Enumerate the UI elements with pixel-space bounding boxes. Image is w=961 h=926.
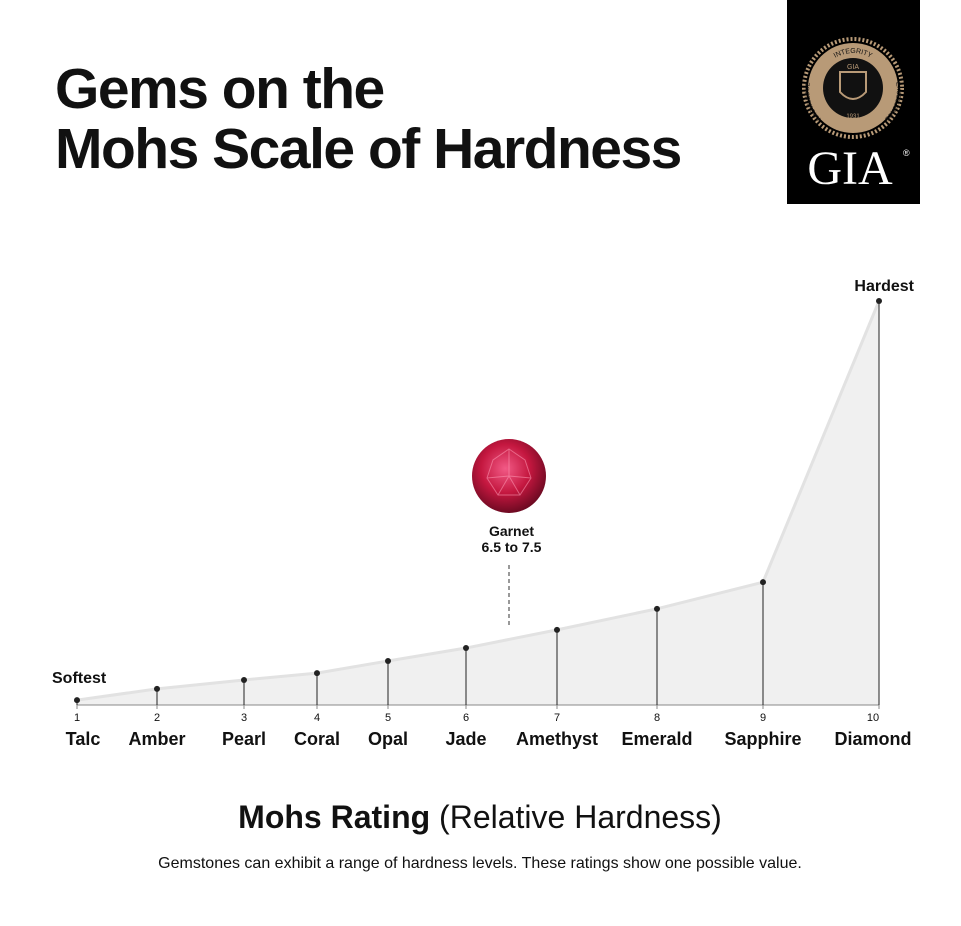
category-label: Jade: [445, 729, 486, 749]
point: [876, 298, 882, 304]
category-label: Pearl: [222, 729, 266, 749]
x-tick-label: 10: [867, 712, 879, 724]
category-label: Sapphire: [724, 729, 801, 749]
point: [760, 579, 766, 586]
annotation-range: 6.5 to 7.5: [482, 539, 542, 555]
emblem-text: INTEGRITY: [833, 48, 874, 60]
gia-logo: INTEGRITY KNOWLEDGE EXCELLENCE GIA 1931 …: [787, 0, 920, 204]
logo-mark: ®: [903, 148, 910, 158]
garnet-gem: [472, 439, 546, 513]
area-line: [76, 300, 881, 702]
x-tick-label: 2: [154, 712, 160, 724]
point: [654, 605, 660, 612]
x-axis-title-main: Mohs Rating: [238, 799, 430, 835]
emblem-text: GIA: [847, 64, 859, 71]
point: [554, 626, 560, 633]
x-tick-label: 5: [385, 712, 391, 724]
point: [385, 657, 391, 664]
category-label: Diamond: [834, 729, 911, 749]
gem-facets: [486, 448, 532, 496]
category-label: Emerald: [621, 729, 692, 749]
point: [463, 645, 469, 652]
emblem-shield: [839, 71, 867, 100]
emblem-text: 1931: [846, 114, 860, 120]
x-axis-title: Mohs Rating (Relative Hardness): [238, 799, 722, 835]
point: [314, 670, 320, 677]
softest-label: Softest: [52, 670, 107, 687]
category-label: Talc: [66, 729, 101, 749]
x-tick-label: 1: [74, 712, 80, 724]
footnote: Gemstones can exhibit a range of hardnes…: [158, 855, 802, 872]
logo-text: GIA: [807, 142, 893, 195]
hardest-label: Hardest: [854, 278, 914, 295]
category-label: Amethyst: [516, 729, 598, 749]
title-line: Mohs Scale of Hardness: [55, 117, 681, 181]
category-label: Amber: [128, 729, 185, 749]
emblem-center: [823, 58, 883, 118]
point: [74, 697, 80, 704]
category-label: Coral: [294, 729, 340, 749]
x-tick-label: 8: [654, 712, 660, 724]
x-tick-label: 4: [314, 712, 320, 724]
point: [154, 685, 160, 692]
x-tick-label: 3: [241, 712, 247, 724]
x-tick-label: 7: [554, 712, 560, 724]
annotation-name: Garnet: [489, 523, 534, 539]
title-line: Gems on the: [55, 57, 384, 121]
x-tick-label: 9: [760, 712, 766, 724]
x-axis-title-note: (Relative Hardness): [439, 799, 722, 835]
category-label: Opal: [368, 729, 408, 749]
emblem-text: INTEGRITY: [833, 48, 874, 60]
emblem-sunburst: [802, 37, 904, 139]
x-tick-label: 6: [463, 712, 469, 724]
point: [241, 676, 247, 683]
